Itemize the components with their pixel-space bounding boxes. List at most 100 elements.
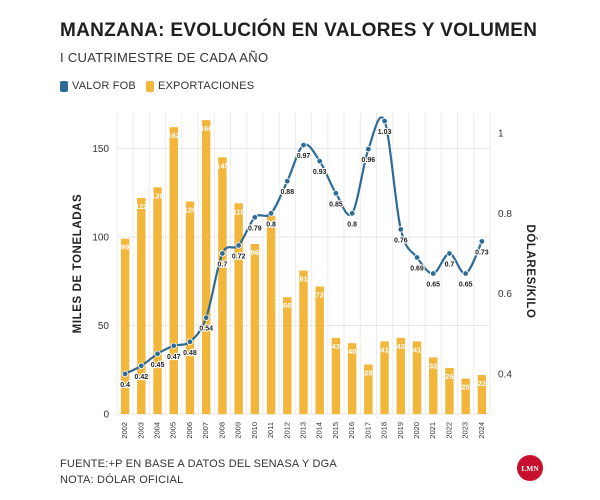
x-tick-label: 2020: [412, 422, 421, 439]
bar-value-label: 22: [478, 379, 486, 388]
currency-note: NOTA: DÓLAR OFICIAL: [60, 474, 184, 486]
x-tick-label: 2013: [298, 422, 307, 439]
valor-fob-value-label: 0.8: [347, 221, 357, 228]
line-series: [121, 116, 486, 378]
y2-axis-title: DÓLARES/KILO: [524, 224, 537, 318]
valor-fob-point: [316, 157, 323, 165]
bar-value-label: 43: [397, 342, 405, 351]
y2-tick-label: 1: [498, 129, 504, 140]
valor-fob-point: [462, 270, 469, 277]
valor-fob-point: [397, 226, 405, 233]
x-tick-label: 2011: [266, 422, 275, 438]
valor-fob-point: [154, 350, 161, 357]
x-tick-label: 2004: [153, 422, 162, 439]
y-tick-label: 0: [103, 410, 109, 421]
x-tick-label: 2009: [234, 422, 243, 439]
valor-fob-value-label: 0.79: [248, 225, 262, 232]
bar-exportaciones: [266, 215, 276, 414]
valor-fob-value-label: 0.8: [266, 221, 276, 228]
bar-exportaciones: [364, 364, 373, 414]
bar-value-label: 28: [364, 368, 372, 377]
bar-exportaciones: [201, 120, 211, 415]
bar-exportaciones: [218, 157, 227, 414]
valor-fob-point: [430, 270, 437, 277]
footer: FUENTE:+P EN BASE A DATOS DEL SENASA Y D…: [60, 456, 337, 488]
x-tick-label: 2007: [201, 422, 210, 439]
legend-item-exportaciones: EXPORTACIONES: [145, 80, 255, 92]
valor-fob-point: [235, 242, 242, 249]
y-tick-label: 50: [98, 321, 110, 332]
bar-exportaciones: [331, 337, 341, 414]
x-tick-label: 2002: [120, 422, 129, 439]
x-tick-label: 2015: [331, 422, 340, 439]
bar-exportaciones: [250, 244, 260, 414]
bar-value-label: 99: [121, 243, 129, 252]
valor-fob-point: [284, 178, 291, 185]
x-tick-label: 2008: [217, 422, 226, 439]
valor-fob-point: [202, 314, 210, 321]
valor-fob-point: [170, 342, 177, 349]
legend-label-exportaciones: EXPORTACIONES: [157, 80, 255, 92]
valor-fob-point: [413, 254, 421, 261]
valor-fob-value-label: 0.73: [475, 249, 489, 256]
valor-fob-value-label: 0.97: [297, 153, 311, 160]
bar-value-label: 32: [429, 361, 437, 370]
valor-fob-value-label: 0.76: [394, 237, 408, 244]
bar-exportaciones: [396, 337, 406, 414]
bar-value-label: 66: [283, 301, 291, 310]
bar-value-label: 43: [332, 342, 340, 351]
x-tick-label: 2005: [169, 422, 178, 439]
bar-value-label: 145: [216, 161, 229, 170]
bar-exportaciones: [461, 378, 470, 414]
valor-fob-point: [138, 362, 145, 370]
y2-tick-label: 0.4: [498, 369, 512, 380]
valor-fob-value-label: 0.47: [167, 354, 181, 361]
bar-value-label: 96: [251, 248, 259, 257]
legend-swatch-exportaciones: [145, 80, 154, 92]
x-tick-label: 2016: [347, 422, 356, 439]
bar-exportaciones: [120, 238, 130, 414]
bar-value-label: 26: [445, 372, 453, 381]
x-tick-label: 2017: [363, 422, 372, 439]
bar-exportaciones: [137, 197, 146, 414]
x-tick-label: 2023: [461, 422, 470, 439]
legend-item-valor-fob: VALOR FOB: [60, 80, 136, 92]
bar-series: [120, 120, 487, 415]
x-tick-label: 2006: [185, 422, 194, 439]
bar-value-label: 120: [184, 206, 197, 215]
bar-value-label: 128: [151, 191, 164, 200]
x-tick-label: 2003: [136, 422, 145, 439]
valor-fob-value-label: 1.03: [378, 129, 392, 136]
valor-fob-value-label: 0.42: [135, 374, 149, 381]
valor-fob-point: [219, 250, 226, 257]
valor-fob-value-label: 0.85: [329, 201, 343, 208]
x-tick-label: 2014: [315, 422, 324, 439]
bar-value-label: 162: [168, 131, 181, 140]
axes: 0 50 100 150 0.4 0.6 0.8 1 2002 2003 2004 2005 2006 2…: [72, 129, 537, 439]
bar-exportaciones: [477, 375, 487, 414]
valor-fob-point: [300, 141, 307, 149]
bar-exportaciones: [153, 187, 162, 414]
valor-fob-value-label: 0.65: [459, 282, 473, 289]
bar-value-label: 40: [348, 347, 356, 356]
y2-tick-label: 0.8: [498, 209, 512, 220]
x-tick-label: 2021: [428, 422, 437, 439]
bar-exportaciones: [315, 286, 324, 414]
valor-fob-value-label: 0.4: [120, 382, 130, 389]
bar-value-label: 119: [233, 207, 245, 216]
valor-fob-value-label: 0.7: [218, 261, 228, 268]
bar-exportaciones: [347, 343, 357, 414]
valor-fob-value-label: 0.7: [445, 261, 455, 268]
x-tick-label: 2010: [250, 422, 259, 439]
valor-fob-point: [365, 145, 372, 153]
chart-subtitle: I CUATRIMESTRE DE CADA AÑO: [60, 50, 269, 65]
publisher-logo: LMN: [517, 455, 543, 481]
x-tick-label: 2012: [282, 422, 291, 439]
bar-exportaciones: [283, 297, 292, 414]
valor-fob-value-label: 0.93: [313, 169, 327, 176]
bar-exportaciones: [380, 341, 389, 414]
bar-value-label: 112: [265, 220, 277, 229]
valor-fob-value-label: 0.88: [280, 189, 294, 196]
valor-fob-value-label: 0.65: [426, 282, 440, 289]
valor-fob-value-label: 0.72: [232, 253, 246, 260]
